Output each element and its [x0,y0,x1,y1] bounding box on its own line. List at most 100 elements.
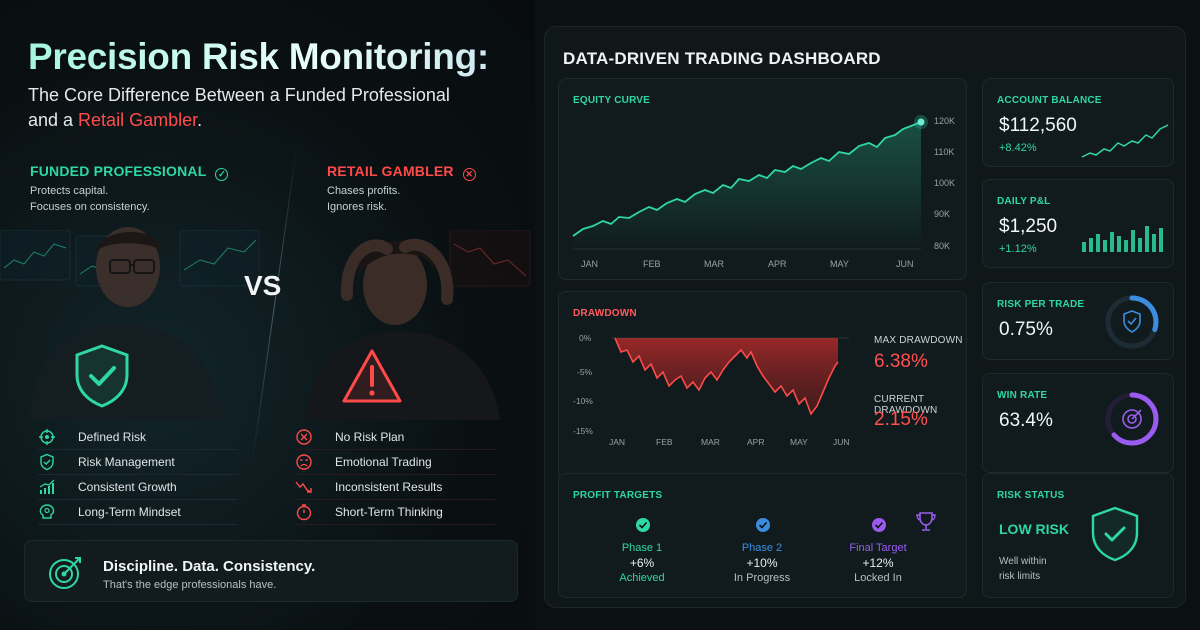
risk-per-trade-label: RISK PER TRADE [997,299,1085,310]
phase-name: Phase 2 [741,542,783,554]
equity-endpoint-glow [914,115,928,129]
phase-name: Phase 1 [621,542,663,554]
win-rate-value: 63.4% [999,410,1053,431]
gambler-description: Chases profits. Ignores risk. [327,183,400,215]
equity-line [572,121,922,237]
list-item: Defined Risk [38,425,238,450]
equity-curve-label: EQUITY CURVE [573,95,651,106]
professional-desc-line: Protects capital. [30,185,109,197]
check-icon [874,521,884,529]
x-tick-label: JAN [581,259,598,269]
x-tick-label: JUN [896,259,914,269]
list-item: Emotional Trading [295,450,495,475]
risk-per-trade-card: RISK PER TRADE 0.75% [982,282,1174,360]
trading-dashboard: DATA-DRIVEN TRADING DASHBOARD EQUITY CUR… [544,26,1186,608]
check-icon [758,521,768,529]
x-circle-icon [295,428,313,446]
shield-check-icon [75,344,129,408]
list-item: Inconsistent Results [295,475,495,500]
risk-status-value: LOW RISK [999,521,1069,537]
win-rate-label: WIN RATE [997,390,1048,401]
equity-curve-card: EQUITY CURVE 120K 110K 100K 90K 80K JAN … [558,78,967,280]
subheadline-highlight: Retail Gambler [78,110,198,130]
discipline-title: Discipline. Data. Consistency. [103,558,316,575]
x-tick-label: FEB [656,437,673,447]
shield-check-icon [38,453,56,471]
pnl-bar-sparkline [1082,226,1163,252]
x-tick-label: MAY [830,259,849,269]
equity-curve-chart: 120K 110K 100K 90K 80K JAN FEB MAR APR M… [572,115,955,269]
discipline-banner: Discipline. Data. Consistency. That's th… [24,540,518,602]
gambler-desc-line: Ignores risk. [327,201,387,213]
y-tick-label: -5% [577,367,593,377]
feature-label: Defined Risk [78,430,147,444]
professional-title: FUNDED PROFESSIONAL ✓ [30,163,229,181]
list-item: Long-Term Mindset [38,500,238,525]
risk-per-trade-value: 0.75% [999,319,1053,340]
subheadline-line-1: The Core Difference Between a Funded Pro… [28,85,450,105]
phase-percent: +10% [746,556,778,570]
headline: Precision Risk Monitoring: [28,36,489,77]
list-item: Consistent Growth [38,475,238,500]
feature-label: Consistent Growth [78,480,177,494]
balance-sparkline [1081,124,1169,158]
y-tick-label: 110K [934,147,954,157]
professional-description: Protects capital. Focuses on consistency… [30,183,150,215]
win-rate-card: WIN RATE 63.4% [982,373,1174,473]
account-balance-value: $112,560 [999,115,1077,136]
arrow-icon [1131,409,1142,420]
comparison-panel: Precision Risk Monitoring: The Core Diff… [0,0,535,630]
professional-desc-line: Focuses on consistency. [30,201,150,213]
drawdown-area [615,338,838,414]
subheadline: The Core Difference Between a Funded Pro… [28,83,488,133]
phase-1-dot [636,518,650,532]
phase-status: Locked In [854,572,902,584]
current-drawdown-value: 2.15% [874,409,928,430]
y-tick-label: 90K [934,209,950,219]
professional-title-text: FUNDED PROFESSIONAL [30,163,207,179]
phase-status: In Progress [733,572,791,584]
target-icon [49,557,81,589]
crosshair-icon [38,428,56,446]
risk-status-desc-line: risk limits [999,571,1041,582]
x-circle-icon: ✕ [462,168,476,181]
x-tick-label: APR [768,259,787,269]
risk-status-card: RISK STATUS LOW RISK Well within risk li… [982,473,1174,598]
risk-gauge [1105,295,1159,349]
max-drawdown-value: 6.38% [874,351,928,372]
drawdown-label: DRAWDOWN [573,308,637,319]
account-balance-card: ACCOUNT BALANCE $112,560 +8.42% [982,78,1174,167]
phase-1: Phase 1 +6% Achieved [597,541,687,586]
phase-percent: +12% [862,556,894,570]
dashboard-title: DATA-DRIVEN TRADING DASHBOARD [563,49,881,68]
feature-label: Short-Term Thinking [335,505,443,519]
account-balance-label: ACCOUNT BALANCE [997,95,1102,106]
x-tick-label: JAN [609,437,625,447]
gambler-title-text: RETAIL GAMBLER [327,163,454,179]
trophy-icon [916,512,936,531]
daily-pnl-value: $1,250 [999,216,1058,237]
downtrend-icon [295,478,313,496]
vs-label: VS [244,270,282,301]
shield-icon [1123,310,1141,333]
stopwatch-icon [295,503,313,521]
y-tick-label: 80K [934,241,950,251]
gambler-figure [305,238,500,420]
win-rate-gauge [1105,392,1159,446]
gambler-feature-list: No Risk Plan Emotional Trading Inconsist… [295,425,495,525]
check-icon [1127,317,1137,326]
risk-status-label: RISK STATUS [997,490,1065,501]
profit-targets-label: PROFIT TARGETS [573,490,663,501]
check-icon [638,521,648,529]
risk-status-description: Well within risk limits [999,554,1079,584]
y-tick-label: -10% [573,396,593,406]
list-item: Risk Management [38,450,238,475]
professional-feature-list: Defined Risk Risk Management Consistent … [38,425,238,525]
phase-2-dot [756,518,770,532]
y-tick-label: -15% [573,426,593,436]
x-tick-label: FEB [643,259,661,269]
subheadline-line-2: and a Retail Gambler. [28,108,488,133]
feature-label: Emotional Trading [335,455,432,469]
profit-targets-card: PROFIT TARGETS Phase 1 [558,473,967,598]
subheadline-period: . [197,110,203,130]
